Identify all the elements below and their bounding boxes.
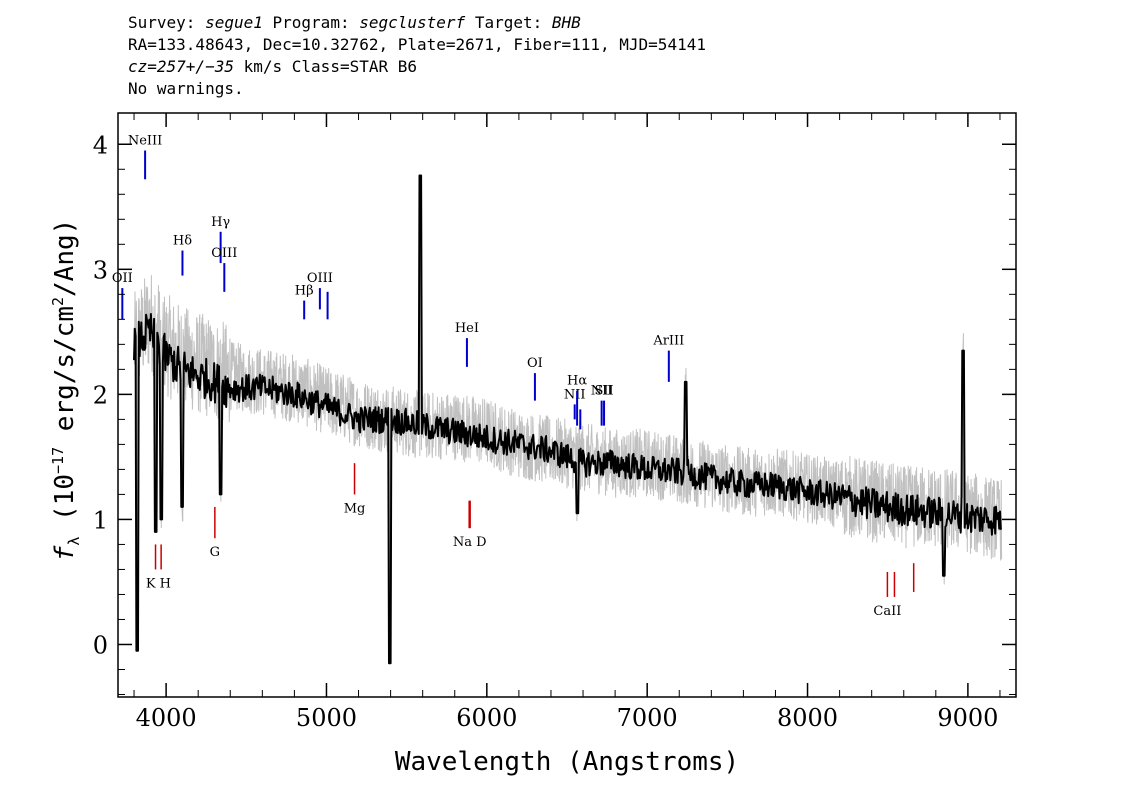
- axis-ticks: 4000 5000 6000 7000 8000 9000 0 1 2 3 4: [93, 113, 1016, 732]
- emission-line-label: ArIII: [652, 334, 684, 349]
- header-line-1: Survey: segue1 Program: segclusterf Targ…: [128, 13, 581, 32]
- series-smoothed-flux: [133, 174, 1003, 665]
- plot-frame: [117, 112, 1017, 698]
- emission-line-label: NII: [591, 384, 613, 399]
- x-tick-label: 4000: [136, 704, 197, 732]
- emission-line-label: OII: [112, 271, 133, 286]
- y-tick-label: 4: [93, 131, 108, 159]
- x-tick-label: 5000: [296, 704, 357, 732]
- y-tick-label: 2: [93, 381, 108, 409]
- absorption-line-label: CaII: [873, 604, 901, 619]
- x-tick-label: 6000: [456, 704, 517, 732]
- emission-line-label: NeIII: [128, 134, 162, 149]
- emission-line-label: NII: [564, 387, 586, 402]
- spectral-lines-layer: NeIIIHδHγOIIIHβOIIIHeIOINIIHαNIISIIArIII…: [112, 134, 915, 619]
- emission-line-label: Hγ: [211, 215, 230, 230]
- header-line-2: RA=133.48643, Dec=10.32762, Plate=2671, …: [128, 35, 706, 54]
- y-tick-label: 3: [93, 256, 108, 284]
- series-noisy-flux: [133, 183, 1003, 662]
- class-value: Class=STAR B6: [291, 57, 418, 76]
- redshift-value: cz=257+/−35: [128, 57, 234, 76]
- emission-line-label: Hβ: [295, 284, 314, 299]
- emission-line-label: OI: [527, 356, 543, 371]
- absorption-line-label: K H: [146, 576, 171, 591]
- warnings-line: No warnings.: [128, 79, 244, 98]
- svg-text:fλ (10−17 erg/s/cm2/Ang): fλ (10−17 erg/s/cm2/Ang): [49, 219, 83, 562]
- survey-name: segue1: [205, 13, 263, 32]
- emission-line-label: Hδ: [173, 234, 192, 249]
- emission-line-label: HeI: [455, 321, 479, 336]
- y-axis-title: fλ (10−17 erg/s/cm2/Ang): [49, 219, 83, 562]
- emission-line-label: Hα: [567, 374, 587, 389]
- absorption-line-label: Mg: [344, 501, 366, 516]
- emission-line-label: OIII: [307, 271, 333, 286]
- program-name: segclusterf: [359, 13, 466, 32]
- x-tick-label: 8000: [777, 704, 838, 732]
- series-layer: [133, 174, 1003, 665]
- absorption-line-label: Na D: [453, 535, 487, 550]
- x-tick-label: 9000: [937, 704, 998, 732]
- emission-line-label: SII: [594, 384, 613, 399]
- target-name: BHB: [551, 13, 581, 32]
- absorption-line-label: G: [210, 545, 220, 560]
- x-axis-title: Wavelength (Angstroms): [395, 747, 739, 777]
- y-tick-label: 1: [93, 506, 108, 534]
- spectrum-header: Survey: segue1 Program: segclusterf Targ…: [128, 12, 706, 100]
- header-line-3: cz=257+/−35 km/s Class=STAR B6: [128, 57, 418, 76]
- emission-line-label: OIII: [211, 246, 237, 261]
- x-tick-label: 7000: [617, 704, 678, 732]
- y-tick-label: 0: [93, 631, 108, 659]
